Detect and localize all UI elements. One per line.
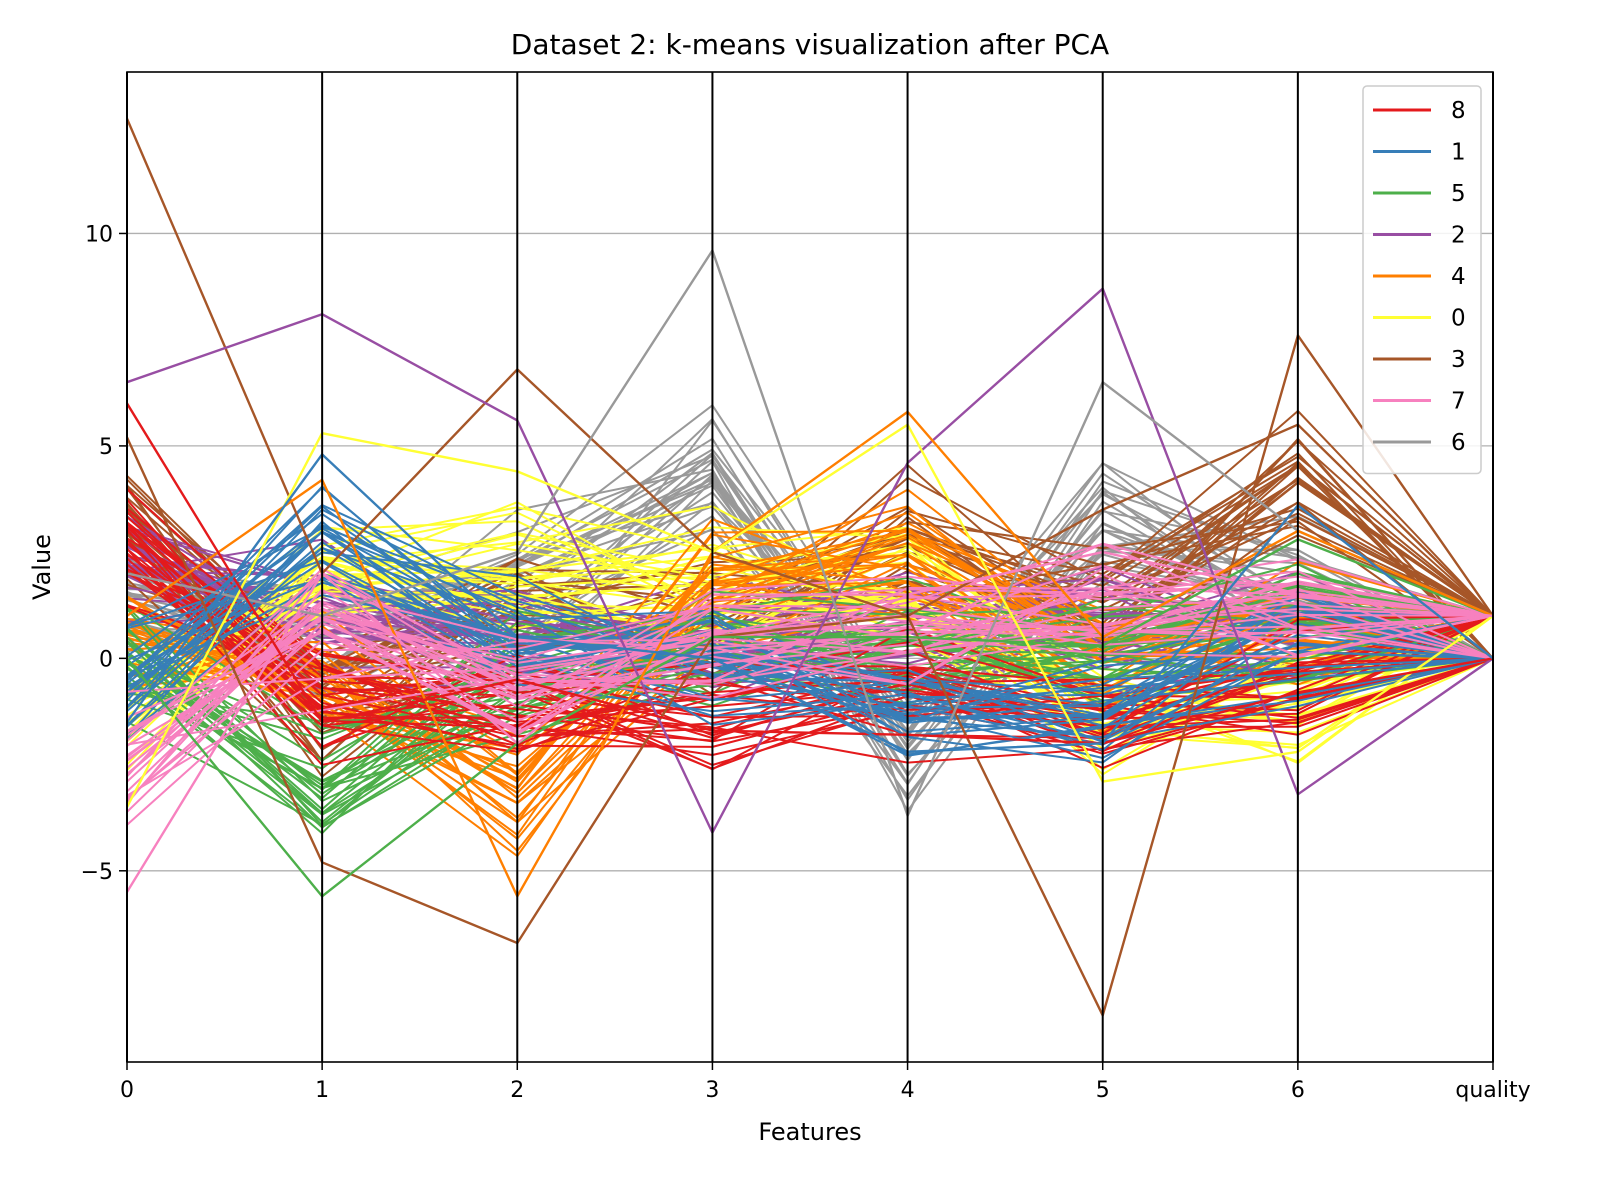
data-line-cluster-7	[126, 625, 1494, 746]
x-tick-label: quality	[1455, 1078, 1530, 1103]
data-line-cluster-7	[126, 596, 1494, 769]
data-line-cluster-7	[126, 604, 1494, 762]
data-line-cluster-7	[125, 550, 1494, 893]
legend-label-6: 6	[1451, 430, 1466, 456]
data-line-cluster-5	[126, 620, 1494, 723]
x-tick-label: 5	[1096, 1078, 1110, 1103]
data-line-cluster-8	[125, 402, 1494, 745]
data-line-cluster-5	[126, 597, 1494, 770]
y-tick-label: 5	[99, 435, 113, 460]
legend-label-5: 5	[1451, 181, 1466, 207]
data-line-cluster-7	[126, 570, 1494, 732]
legend-label-3: 3	[1451, 347, 1466, 373]
plot-frame	[126, 71, 1494, 1063]
data-line-cluster-1	[126, 513, 1494, 724]
data-line-cluster-3	[125, 423, 1494, 945]
data-line-cluster-8	[126, 522, 1494, 748]
chart-title: Dataset 2: k-means visualization after P…	[511, 28, 1109, 61]
data-line-cluster-4	[126, 518, 1494, 756]
data-line-cluster-7	[126, 572, 1494, 742]
legend: 8 1 5 2 4 0 3 7 6	[1362, 85, 1482, 475]
data-line-cluster-6	[126, 249, 1494, 817]
data-line-cluster-7	[126, 542, 1494, 801]
data-line-cluster-7	[126, 586, 1494, 747]
legend-label-0: 0	[1451, 306, 1466, 332]
legend-label-1: 1	[1451, 140, 1466, 166]
y-ticks: −5 0 5 10	[81, 222, 127, 885]
x-tick-label: 3	[705, 1078, 719, 1103]
data-line-cluster-8	[126, 528, 1494, 752]
data-line-cluster-2	[126, 287, 1494, 834]
data-line-cluster-7	[126, 564, 1494, 813]
data-line-cluster-0	[126, 520, 1494, 764]
data-line-cluster-1	[126, 546, 1494, 717]
data-line-cluster-5	[126, 538, 1494, 898]
data-lines	[125, 118, 1494, 1017]
x-axis-label: Features	[758, 1118, 861, 1146]
legend-label-8: 8	[1451, 98, 1466, 124]
legend-label-7: 7	[1451, 389, 1466, 415]
data-line-cluster-3	[126, 501, 1494, 687]
x-tick-label: 1	[315, 1078, 329, 1103]
data-line-cluster-4	[126, 533, 1494, 790]
y-tick-label: −5	[81, 860, 113, 885]
x-tick-label: 4	[901, 1078, 915, 1103]
data-line-cluster-4	[126, 410, 1494, 898]
x-ticks: 0 1 2 3 4 5 6 quality	[120, 1062, 1531, 1103]
legend-label-4: 4	[1451, 264, 1466, 290]
data-line-cluster-3	[126, 460, 1494, 670]
y-axis-label: Value	[28, 534, 56, 600]
data-line-cluster-8	[126, 542, 1494, 748]
data-line-cluster-7	[126, 601, 1494, 761]
data-line-cluster-0	[126, 545, 1494, 740]
data-line-cluster-7	[126, 580, 1494, 826]
data-line-cluster-8	[126, 530, 1494, 753]
x-tick-label: 2	[510, 1078, 524, 1103]
data-line-cluster-1	[126, 453, 1494, 753]
data-line-cluster-7	[126, 586, 1494, 783]
data-line-cluster-7	[126, 558, 1494, 793]
data-line-cluster-0	[125, 423, 1494, 808]
x-tick-label: 6	[1291, 1078, 1305, 1103]
y-tick-label: 0	[99, 647, 113, 672]
legend-box	[1362, 85, 1482, 475]
data-line-cluster-8	[126, 537, 1494, 728]
legend-label-2: 2	[1451, 223, 1466, 249]
x-tick-label: 0	[120, 1078, 134, 1103]
data-line-cluster-3	[125, 118, 1494, 1017]
y-tick-label: 10	[85, 222, 113, 247]
data-line-cluster-1	[126, 560, 1494, 739]
